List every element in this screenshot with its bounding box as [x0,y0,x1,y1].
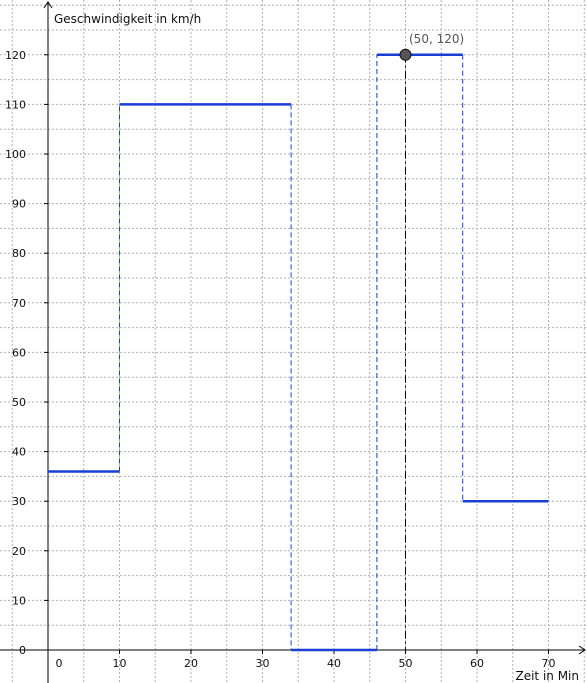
x-tick-label: 50 [399,657,413,670]
step-connectors [119,54,464,650]
y-tick-label: 10 [12,594,26,607]
x-tick-label: 0 [56,657,63,670]
y-axis-title: Geschwindigkeit in km/h [54,12,201,26]
tick-labels: 0 10 20 30 40 50 60 70 0 10 20 30 40 50 60 70 80 90 100 110… [5,49,556,670]
y-axis-arrow [43,1,53,9]
x-axis-title: Zeit in Min [515,669,579,683]
y-tick-label: 30 [12,495,26,508]
x-tick-label: 70 [542,657,556,670]
y-tick-label: 40 [12,446,26,459]
x-tick-label: 60 [470,657,484,670]
data-point [399,48,412,61]
step-segments [48,53,549,652]
y-tick-label: 120 [5,49,26,62]
x-tick-label: 40 [327,657,341,670]
y-tick-label: 60 [12,346,26,359]
x-tick-label: 10 [113,657,127,670]
x-tick-label: 30 [256,657,270,670]
y-tick-label: 100 [5,148,26,161]
y-tick-label: 90 [12,198,26,211]
y-tick-label: 110 [5,98,26,111]
y-tick-label: 20 [12,545,26,558]
y-tick-label: 50 [12,396,26,409]
x-tick-label: 20 [184,657,198,670]
y-tick-label: 70 [12,297,26,310]
y-tick-label: 0 [19,644,26,657]
point-label: (50, 120) [409,32,464,46]
highlight-point [399,48,412,61]
x-axis-arrow [578,645,586,655]
y-tick-label: 80 [12,247,26,260]
